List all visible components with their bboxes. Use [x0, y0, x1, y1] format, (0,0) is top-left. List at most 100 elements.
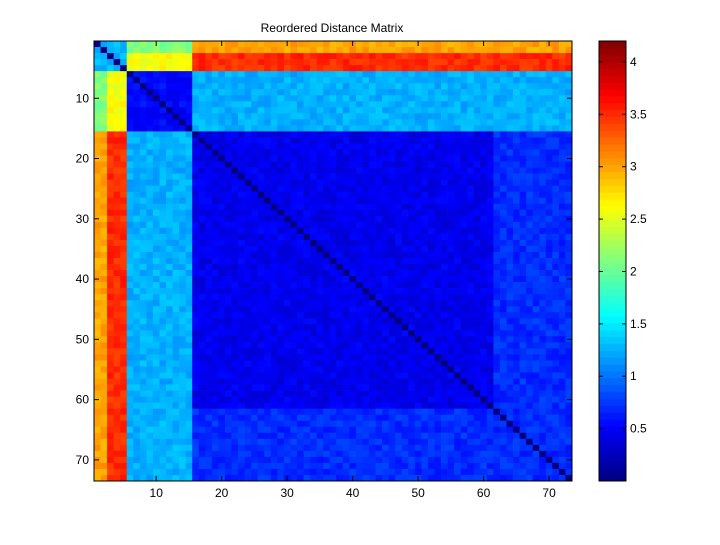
heatmap-cell — [539, 348, 547, 355]
heatmap-cell — [388, 426, 396, 434]
heatmap-cell — [211, 83, 219, 90]
heatmap-cell — [565, 191, 573, 199]
heatmap-cell — [146, 348, 154, 355]
heatmap-cell — [447, 276, 455, 283]
heatmap-cell — [480, 282, 488, 289]
heatmap-cell — [303, 149, 311, 156]
heatmap-cell — [395, 65, 403, 72]
heatmap-cell — [539, 179, 547, 187]
heatmap-cell — [113, 83, 121, 90]
heatmap-cell — [179, 89, 187, 96]
heatmap-cell — [192, 330, 200, 337]
heatmap-cell — [277, 312, 285, 319]
heatmap-cell — [113, 318, 121, 325]
heatmap-cell — [565, 264, 573, 271]
heatmap-cell — [218, 282, 226, 289]
heatmap-cell — [558, 348, 566, 355]
heatmap-cell — [205, 438, 213, 446]
heatmap-cell — [231, 257, 239, 265]
heatmap-cell — [152, 197, 160, 205]
heatmap-cell — [414, 360, 422, 367]
heatmap-cell — [310, 390, 317, 397]
heatmap-cell — [539, 155, 547, 162]
heatmap-cell — [532, 348, 540, 355]
heatmap-cell — [277, 282, 285, 289]
heatmap-cell — [264, 167, 272, 174]
heatmap-cell — [238, 221, 245, 229]
heatmap-cell — [264, 77, 272, 84]
heatmap-cell — [100, 131, 108, 138]
heatmap-cell — [283, 414, 291, 422]
heatmap-cell — [473, 312, 481, 319]
heatmap-cell — [362, 288, 370, 295]
heatmap-cell — [218, 101, 226, 108]
heatmap-cell — [283, 215, 291, 223]
heatmap-cell — [552, 348, 560, 355]
heatmap-cell — [565, 432, 573, 440]
heatmap-cell — [231, 71, 239, 78]
heatmap-cell — [447, 384, 455, 391]
heatmap-cell — [460, 348, 468, 355]
heatmap-cell — [166, 312, 173, 319]
heatmap-cell — [558, 149, 566, 156]
heatmap-cell — [447, 336, 455, 343]
heatmap-cell — [94, 185, 101, 193]
heatmap-cell — [336, 372, 344, 379]
heatmap-cell — [480, 131, 488, 138]
heatmap-cell — [447, 239, 455, 247]
heatmap-cell — [532, 402, 540, 410]
heatmap-cell — [434, 402, 442, 410]
heatmap-cell — [441, 149, 448, 156]
heatmap-cell — [211, 209, 219, 217]
heatmap-cell — [526, 396, 534, 403]
heatmap-cell — [499, 53, 507, 60]
heatmap-cell — [185, 336, 193, 343]
heatmap-cell — [270, 149, 278, 156]
heatmap-cell — [375, 330, 383, 337]
heatmap-cell — [355, 209, 363, 217]
heatmap-cell — [473, 137, 481, 144]
heatmap-cell — [552, 432, 560, 440]
heatmap-cell — [283, 288, 291, 295]
heatmap-cell — [296, 95, 304, 102]
heatmap-cell — [159, 396, 167, 403]
heatmap-cell — [218, 378, 226, 385]
heatmap-cell — [434, 360, 442, 367]
heatmap-cell — [441, 77, 448, 84]
heatmap-cell — [447, 155, 455, 162]
heatmap-cell — [349, 119, 357, 126]
heatmap-cell — [362, 191, 370, 199]
heatmap-cell — [270, 119, 278, 126]
heatmap-cell — [283, 239, 291, 247]
heatmap-cell — [480, 137, 488, 144]
heatmap-cell — [310, 306, 317, 313]
heatmap-cell — [480, 360, 488, 367]
heatmap-cell — [303, 378, 311, 385]
heatmap-cell — [126, 191, 134, 199]
heatmap-cell — [244, 390, 252, 397]
heatmap-cell — [159, 95, 167, 102]
heatmap-cell — [316, 312, 324, 319]
heatmap-cell — [454, 312, 462, 319]
heatmap-cell — [349, 318, 357, 325]
heatmap-cell — [493, 125, 501, 132]
heatmap-cell — [303, 384, 311, 391]
heatmap-cell — [198, 143, 206, 150]
heatmap-cell — [257, 143, 265, 150]
heatmap-cell — [152, 450, 160, 458]
heatmap-cell — [480, 372, 488, 379]
heatmap-cell — [486, 191, 494, 199]
heatmap-cell — [296, 77, 304, 84]
heatmap-cell — [362, 257, 370, 265]
heatmap-cell — [139, 203, 147, 211]
heatmap-cell — [460, 209, 468, 217]
heatmap-cell — [139, 330, 147, 337]
heatmap-cell — [441, 294, 448, 301]
heatmap-cell — [224, 155, 232, 162]
heatmap-cell — [454, 95, 462, 102]
heatmap-cell — [218, 276, 226, 283]
heatmap-cell — [257, 432, 265, 440]
heatmap-cell — [355, 71, 363, 78]
heatmap-cell — [382, 47, 390, 54]
heatmap-cell — [185, 294, 193, 301]
